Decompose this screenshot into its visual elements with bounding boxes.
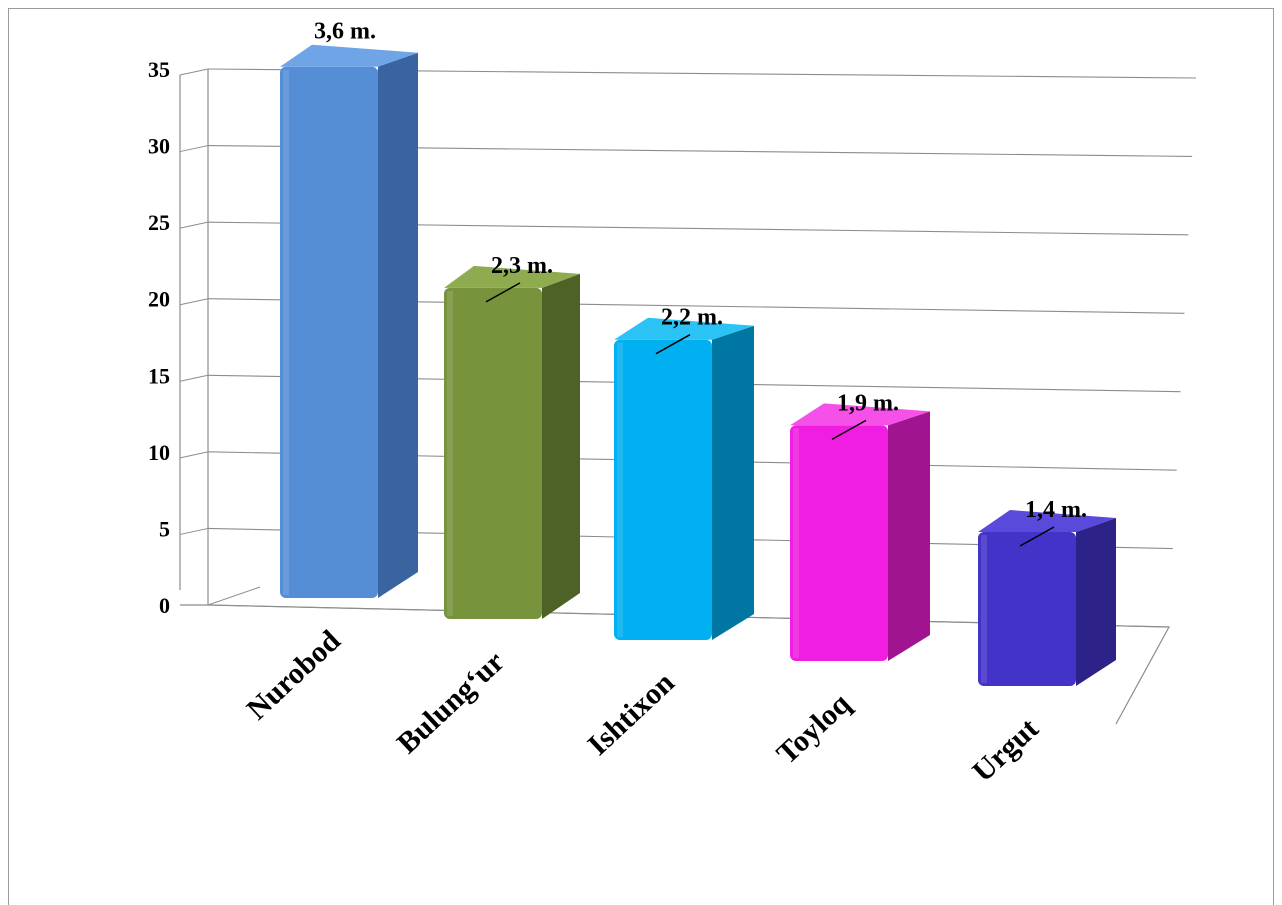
- bar-top: [790, 403, 930, 426]
- bar-side: [1076, 518, 1116, 686]
- bar: [790, 425, 888, 661]
- bar-top: [614, 317, 754, 340]
- y-tick-label: 0: [159, 593, 170, 618]
- bar-highlight: [793, 428, 799, 658]
- bar: [444, 287, 542, 619]
- bar-side: [712, 325, 754, 640]
- y-tick-label: 20: [148, 287, 170, 312]
- side-wall-gridline: [179, 451, 209, 459]
- data-label: 1,4 m.: [1025, 497, 1087, 523]
- y-tick-label: 10: [148, 440, 170, 465]
- x-category-label: Toyloq: [770, 687, 857, 771]
- bar: [614, 339, 712, 640]
- data-label: 2,3 m.: [491, 253, 553, 279]
- x-category-label: Nurobod: [241, 624, 347, 726]
- y-tick-label: 25: [148, 210, 170, 235]
- bar-side: [378, 52, 418, 598]
- bar-top: [444, 265, 580, 288]
- x-category-label: Ishtixon: [581, 666, 681, 762]
- data-label-leader: [655, 334, 691, 355]
- bar-highlight: [283, 69, 289, 595]
- side-wall-gridline: [179, 374, 209, 382]
- data-label-leader: [485, 282, 521, 303]
- data-label-leader: [831, 419, 867, 441]
- side-wall-gridline: [179, 221, 209, 229]
- data-label: 2,2 m.: [661, 305, 723, 331]
- bar-side: [542, 273, 580, 619]
- x-category-label: Bulung‘ur: [391, 645, 511, 760]
- bar-highlight: [617, 342, 623, 637]
- data-label-leader: [1019, 526, 1055, 547]
- bar-highlight: [981, 535, 987, 683]
- bar: [978, 532, 1076, 686]
- side-wall-gridline: [179, 527, 209, 535]
- floor-corner: [207, 586, 261, 606]
- bar-highlight: [447, 290, 453, 616]
- bar-top: [280, 44, 418, 67]
- side-wall-gridline: [179, 68, 209, 76]
- side-wall-gridline: [179, 145, 209, 153]
- data-label: 1,9 m.: [837, 390, 899, 416]
- y-tick-label: 30: [148, 134, 170, 159]
- y-tick-label: 5: [159, 516, 170, 541]
- y-tick-label: 15: [148, 363, 170, 388]
- x-category-label: Urgut: [966, 712, 1045, 788]
- bar-top: [978, 510, 1116, 532]
- y-tick-label: 35: [148, 57, 170, 82]
- bar-side: [888, 411, 930, 661]
- side-wall-gridline: [179, 298, 209, 306]
- bar: [280, 66, 378, 598]
- data-label: 3,6 m.: [314, 19, 376, 45]
